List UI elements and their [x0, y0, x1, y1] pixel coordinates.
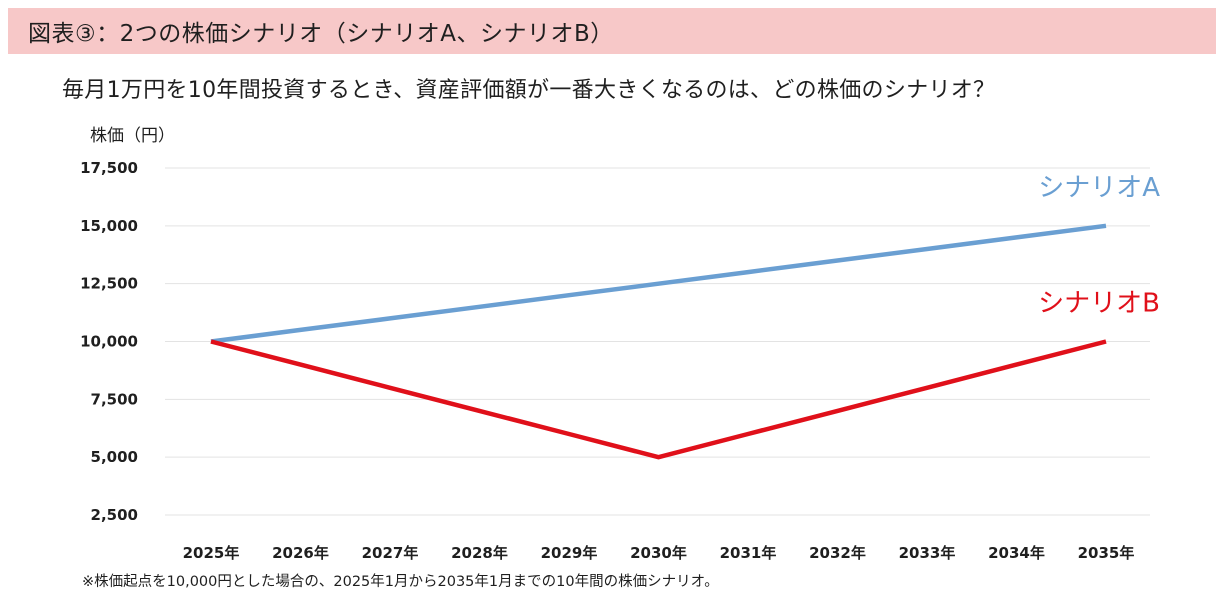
- y-tick-label: 5,000: [91, 448, 138, 466]
- x-tick-label: 2025年: [183, 544, 240, 562]
- x-tick-label: 2035年: [1078, 544, 1135, 562]
- series-label: シナリオA: [1038, 173, 1160, 203]
- x-tick-label: 2034年: [988, 544, 1045, 562]
- x-tick-label: 2030年: [630, 544, 687, 562]
- y-tick-label: 7,500: [91, 390, 138, 408]
- footnote: ※株価起点を10,000円とした場合の、2025年1月から2035年1月までの1…: [82, 574, 719, 590]
- y-tick-label: 2,500: [91, 506, 138, 524]
- series-line: [210, 223, 1107, 344]
- series-labels: シナリオA シナリオB: [1038, 173, 1160, 319]
- x-tick-label: 2029年: [541, 544, 598, 562]
- x-tick-label: 2031年: [720, 544, 777, 562]
- chart-question: 毎月1万円を10年間投資するとき、資産評価額が一番大きくなるのは、どの株価のシナ…: [62, 78, 996, 103]
- x-tick-label: 2033年: [899, 544, 956, 562]
- series-lines: [210, 223, 1107, 460]
- x-tick-label: 2028年: [451, 544, 508, 562]
- y-axis-ticks: 2,500 5,000 7,500 10,000 12,500 15,000 17,500: [80, 159, 138, 524]
- x-tick-label: 2032年: [809, 544, 866, 562]
- header-title: 図表③：2つの株価シナリオ（シナリオA、シナリオB）: [28, 21, 614, 47]
- x-axis-ticks: 2025年 2026年 2027年 2028年 2029年 2030年 2031年 2032年…: [183, 544, 1135, 562]
- y-tick-label: 15,000: [80, 217, 138, 235]
- y-tick-label: 10,000: [80, 333, 138, 351]
- header-band: 図表③：2つの株価シナリオ（シナリオA、シナリオB）: [8, 8, 1216, 54]
- x-tick-label: 2027年: [362, 544, 419, 562]
- x-tick-label: 2026年: [272, 544, 329, 562]
- y-tick-label: 17,500: [80, 159, 138, 177]
- series-line: [210, 339, 1107, 460]
- y-tick-label: 12,500: [80, 275, 138, 293]
- y-axis-label: 株価（円）: [90, 126, 175, 146]
- gridlines: [165, 167, 1150, 516]
- series-label: シナリオB: [1038, 289, 1160, 319]
